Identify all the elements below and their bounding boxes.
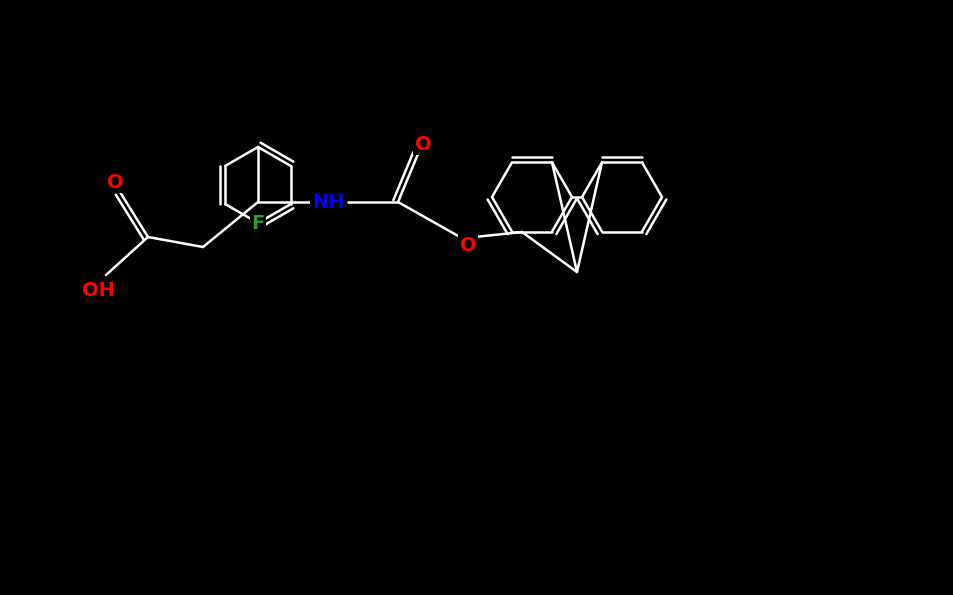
Text: O: O [415, 134, 431, 154]
Text: F: F [251, 214, 264, 233]
Text: OH: OH [81, 280, 114, 299]
Text: O: O [107, 173, 123, 192]
Text: NH: NH [312, 193, 344, 211]
Text: O: O [459, 236, 476, 255]
